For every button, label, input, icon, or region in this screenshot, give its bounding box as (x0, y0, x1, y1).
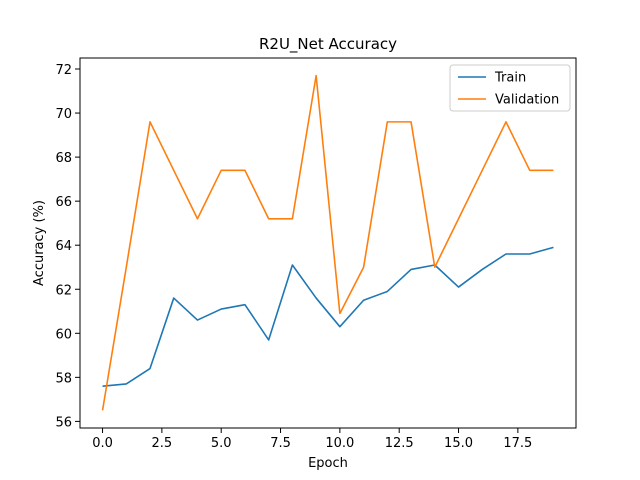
chart-title: R2U_Net Accuracy (259, 35, 397, 54)
y-tick-label: 66 (55, 195, 72, 210)
x-tick-label: 2.5 (152, 436, 173, 451)
series-line-train (102, 246, 554, 387)
y-tick-label: 56 (55, 415, 72, 430)
x-tick-label: 7.5 (270, 436, 291, 451)
y-tick-label: 58 (55, 371, 72, 386)
y-tick-label: 62 (55, 283, 72, 298)
y-tick-label: 72 (55, 63, 72, 78)
y-tick-label: 64 (55, 239, 72, 254)
x-tick-label: 15.0 (444, 436, 473, 451)
legend-label-validation: Validation (495, 93, 559, 108)
legend-label-train: Train (494, 71, 526, 86)
x-tick-label: 5.0 (211, 436, 232, 451)
x-tick-label: 0.0 (92, 436, 113, 451)
x-tick-label: 17.5 (503, 436, 532, 451)
y-axis-label: Accuracy (%) (32, 200, 47, 286)
y-tick-label: 68 (55, 151, 72, 166)
y-tick-label: 70 (55, 107, 72, 122)
x-axis-label: Epoch (308, 456, 348, 471)
y-tick-label: 60 (55, 327, 72, 342)
plot-frame (79, 57, 577, 429)
x-tick-label: 12.5 (385, 436, 414, 451)
legend: Train Validation (449, 64, 571, 112)
series-line-validation (101, 74, 554, 411)
x-tick-label: 10.0 (325, 436, 354, 451)
